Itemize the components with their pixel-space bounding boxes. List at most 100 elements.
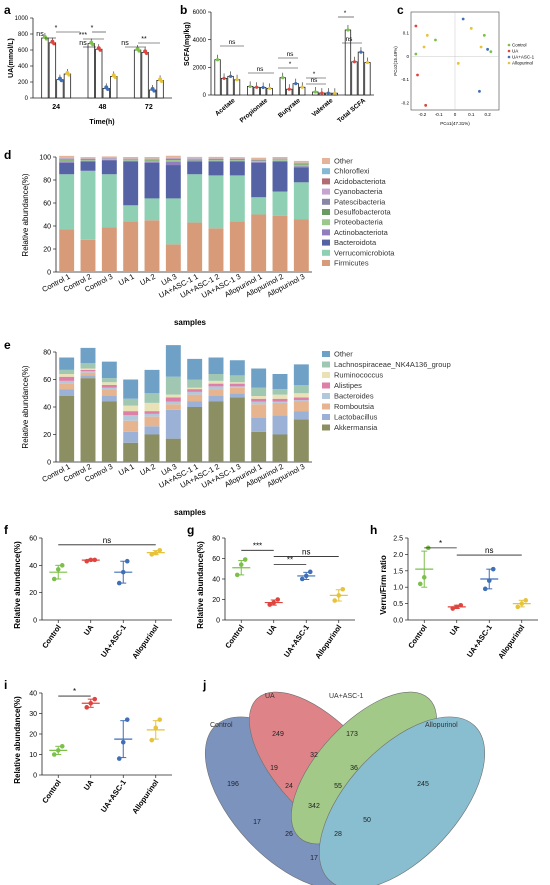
e-bar-segment (251, 404, 267, 418)
c-legend-label: Control (512, 43, 527, 48)
d-bar-segment (165, 158, 181, 160)
dot5-point (157, 548, 163, 553)
dot5-point (51, 576, 57, 582)
dot7-point (458, 602, 464, 608)
d-bar-segment (229, 157, 245, 159)
i-ylabel: Relative abundance(%) (13, 696, 22, 784)
dot8-point (149, 737, 155, 743)
d-bar-segment (293, 166, 309, 168)
venn-count: 173 (346, 731, 358, 738)
b-xtick-label: Total SCFA (336, 97, 367, 125)
d-bar-segment (80, 159, 96, 161)
c-ytick-label: 0.1 (403, 31, 410, 36)
c-point (486, 47, 489, 51)
e-bar-segment (187, 358, 203, 380)
d-legend-label: Proteobacteria (334, 218, 384, 227)
e-bar-segment (144, 426, 160, 435)
b-significance-label: ns (311, 77, 319, 84)
e-bar-segment (251, 396, 267, 399)
d-bar-segment (251, 161, 267, 162)
e-bar-segment (80, 347, 96, 363)
d-bar-segment (165, 244, 181, 272)
e-xtick-label: UA 2 (138, 462, 157, 478)
d-bar-segment (101, 227, 117, 272)
c-ytick-label: -0.1 (401, 77, 409, 82)
e-bar-segment (59, 380, 75, 384)
dot5-point (59, 563, 65, 568)
d-bar-segment (59, 161, 75, 163)
e-bar-segment (101, 387, 117, 390)
b-significance-label: * (313, 71, 316, 78)
e-bar-segment (144, 413, 160, 417)
e-bar-segment (293, 419, 309, 462)
e-bar-segment (208, 396, 224, 402)
dot6-point (336, 593, 342, 598)
dot7-significance-label: * (439, 539, 442, 548)
c-point (425, 33, 429, 37)
a-point (144, 51, 149, 56)
d-ytick-label: 0 (47, 269, 51, 276)
b-xtick-label: Propionate (239, 97, 270, 124)
e-legend-label: Lachnospiraceae_NK4A136_group (334, 360, 451, 369)
venn-count: 245 (417, 781, 429, 788)
d-legend-label: Acidobacteriota (334, 177, 387, 186)
dot7-point (417, 581, 423, 587)
c-legend-swatch (507, 43, 511, 47)
dot8-xtick-label: Allopurinol (130, 778, 160, 816)
e-bar-segment (251, 418, 267, 432)
d-bar-segment (144, 159, 160, 161)
e-legend-swatch (322, 424, 330, 431)
e-bar-segment (293, 401, 309, 412)
d-legend-label: Other (334, 157, 353, 166)
dot6-point (303, 573, 309, 579)
e-legend-swatch (322, 414, 330, 420)
dot7-point (482, 586, 488, 592)
dot8-ytick-label: 30 (29, 711, 37, 718)
c-point (422, 45, 426, 49)
c-legend-swatch (507, 49, 511, 53)
d-bar-segment (123, 160, 139, 161)
d-bar-segment (272, 160, 288, 161)
e-bar-segment (229, 383, 245, 387)
b-point (287, 87, 291, 91)
d-bar-segment (293, 160, 309, 163)
b-point (294, 82, 298, 86)
a-bar (110, 76, 118, 99)
dot8-xtick-label: UA (82, 778, 96, 793)
d-bar-segment (187, 156, 203, 159)
e-bar-segment (272, 374, 288, 390)
c-point (416, 73, 419, 77)
panel-label-b: b (180, 3, 187, 17)
d-bar-segment (208, 160, 224, 162)
d-legend-swatch (322, 158, 330, 164)
a-bars (41, 33, 164, 99)
e-bar-segment (293, 400, 309, 402)
dot7-point (421, 575, 427, 580)
b-xtick-label: Butyrate (277, 97, 302, 120)
b-xtick-label: Acetate (214, 97, 237, 118)
e-bar-segment (101, 382, 117, 385)
b-significance-label: ns (346, 36, 354, 43)
dot8-point (157, 717, 163, 722)
dot8-point (88, 700, 94, 706)
a-ytick-label: 0 (25, 96, 29, 102)
h-plot: 0.0 0.5 1.0 1.5 2.0 2.5 Control UA UA+ASC-1 Allop… (393, 535, 538, 661)
dot7-point (490, 566, 496, 572)
a-axes: 0 200 400 600 800 1000 24 48 72 (15, 16, 172, 111)
a-bar (156, 80, 164, 99)
venn-label-allopurinol: Allopurinol (425, 722, 458, 729)
dot6-significance-label: ns (302, 547, 310, 556)
e-bar-segment (144, 393, 160, 403)
venn-ellipse-allopurinol (318, 716, 486, 885)
c-point (489, 50, 493, 54)
b-ytick-label: 6000 (193, 10, 207, 16)
e-bar-segment (251, 401, 267, 405)
e-bar-segment (229, 375, 245, 383)
dot6-significance-label: ** (287, 556, 293, 565)
d-bar-segment (144, 220, 160, 272)
d-legend-swatch (322, 198, 330, 205)
e-legend-label: Ruminococcus (334, 371, 383, 380)
d-legend-swatch (322, 219, 330, 226)
d-legend-swatch (322, 229, 330, 236)
